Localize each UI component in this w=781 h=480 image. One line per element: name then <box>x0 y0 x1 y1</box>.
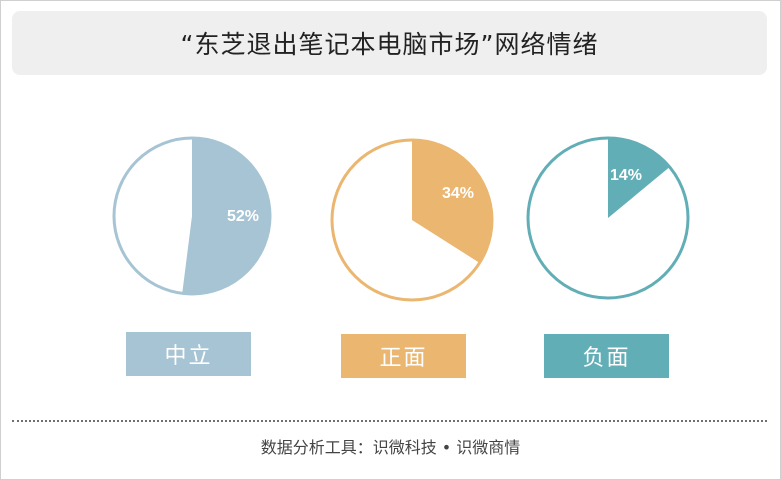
pie-negative: 14% <box>526 136 690 300</box>
pie-slice-positive <box>412 140 493 263</box>
pie-slice-neutral <box>182 137 271 294</box>
pie-positive: 34% <box>330 138 494 302</box>
data-label-negative: 14% <box>610 167 642 184</box>
source-note: 数据分析工具：识微科技 • 识微商情 <box>260 438 521 457</box>
pie-slice-negative <box>608 138 670 218</box>
pie-charts: 52% 34% 14% <box>112 136 690 302</box>
title-banner: “东芝退出笔记本电脑市场”网络情绪 <box>12 11 767 75</box>
data-label-positive: 34% <box>442 185 474 202</box>
pie-neutral: 52% <box>112 136 272 296</box>
data-label-neutral: 52% <box>227 208 259 225</box>
category-label-positive: 正面 <box>341 334 466 378</box>
footer-divider <box>12 420 767 422</box>
category-label-negative: 负面 <box>544 334 669 378</box>
category-label-neutral: 中立 <box>126 332 251 376</box>
chart-title: “东芝退出笔记本电脑市场”网络情绪 <box>180 30 599 59</box>
